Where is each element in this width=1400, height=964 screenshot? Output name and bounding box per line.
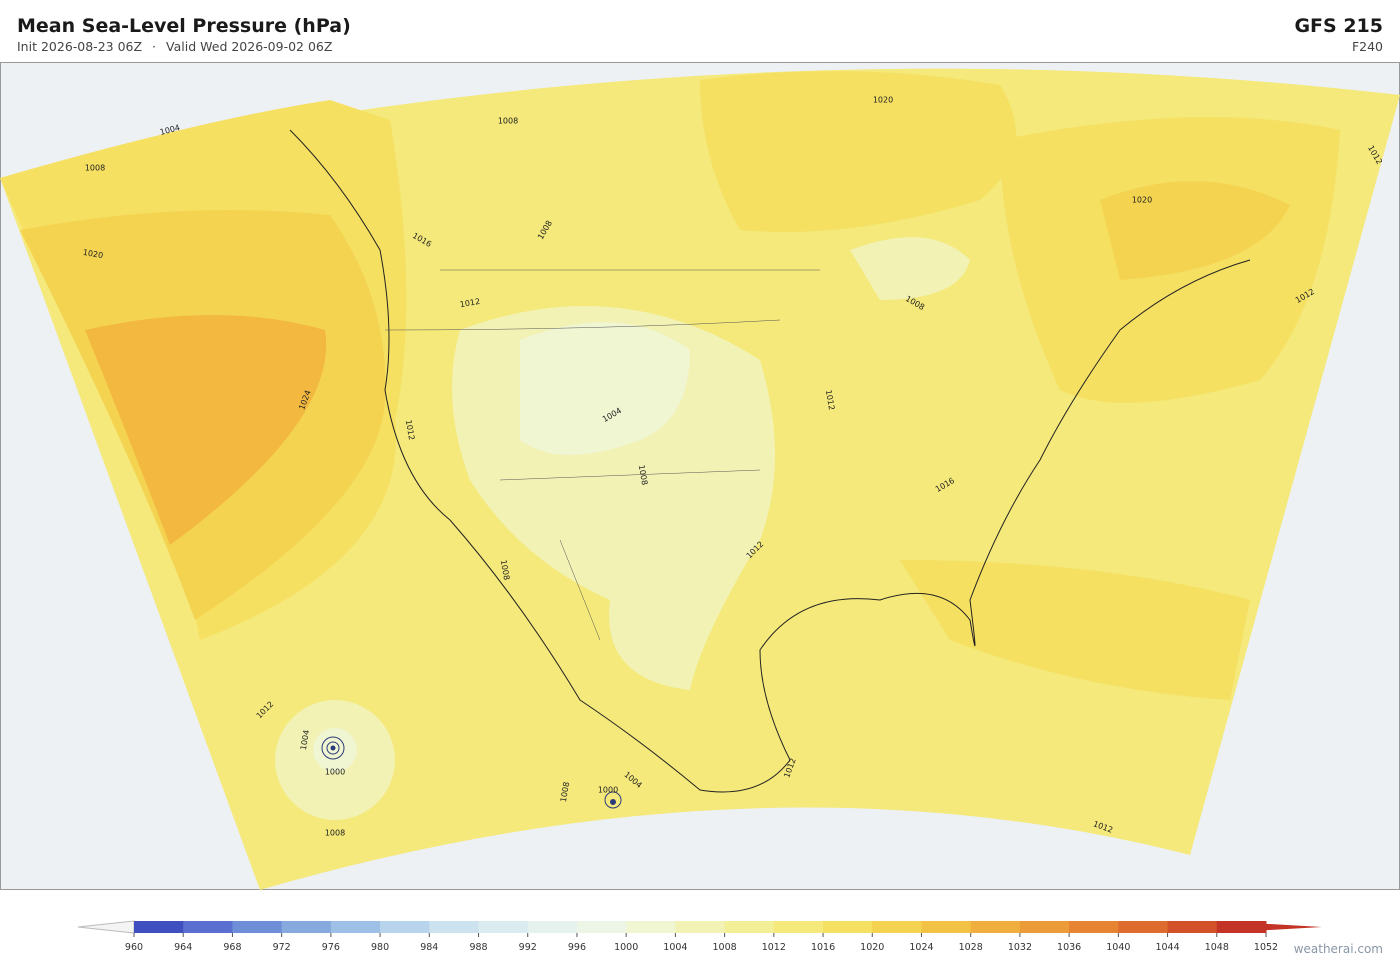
contour-label: 1008 xyxy=(85,164,105,173)
colorbar-label: 1012 xyxy=(762,942,786,953)
colorbar-segment xyxy=(134,921,184,933)
colorbar-label: 992 xyxy=(519,942,537,953)
valid-time: Valid Wed 2026-09-02 06Z xyxy=(166,39,333,54)
borders xyxy=(384,269,820,641)
hurricane-eye xyxy=(330,745,336,751)
contour-label: 1020 xyxy=(1132,196,1152,205)
contour-label: 1008 xyxy=(559,781,571,803)
colorbar-segment xyxy=(1216,921,1267,933)
contour-label: 1004 xyxy=(299,729,311,751)
contour-label: 1000 xyxy=(325,768,345,777)
colorbar-label: 976 xyxy=(322,942,340,953)
colorbar-segment xyxy=(773,921,824,933)
colorbar-segment xyxy=(478,921,529,933)
colorbar-segment xyxy=(527,921,578,933)
colorbar-label: 1048 xyxy=(1205,942,1229,953)
contour-label: 1008 xyxy=(498,117,518,126)
colorbar-segment xyxy=(1019,921,1070,933)
contour-label: 1012 xyxy=(404,419,416,441)
colorbar-label: 1020 xyxy=(860,942,884,953)
watermark: weatherai.com xyxy=(1293,942,1383,956)
colorbar-segment xyxy=(823,921,873,933)
contour-label: 1020 xyxy=(82,248,104,260)
separator: · xyxy=(152,39,157,54)
contour-label: 1012 xyxy=(459,297,481,309)
colorbar-label: 996 xyxy=(568,942,586,953)
map-title: Mean Sea-Level Pressure (hPa) xyxy=(17,15,351,37)
contour-label: 1008 xyxy=(637,464,649,486)
colorbar-label: 1040 xyxy=(1106,942,1130,953)
colorbar-label: 964 xyxy=(174,942,192,953)
colorbar-label: 1008 xyxy=(713,942,737,953)
colorbar-segment xyxy=(183,921,233,933)
colorbar-label: 968 xyxy=(223,942,241,953)
hurricane-eye xyxy=(610,799,616,805)
contour-label: 1020 xyxy=(873,96,893,105)
colorbar-segment xyxy=(429,921,480,933)
colorbar-label: 1032 xyxy=(1008,942,1032,953)
colorbar-label: 1016 xyxy=(811,942,835,953)
colorbar-label: 980 xyxy=(371,942,389,953)
high-core xyxy=(1100,181,1290,280)
model-name: GFS 215 xyxy=(1294,15,1383,37)
colorbar-label: 972 xyxy=(273,942,291,953)
hurricane-ring xyxy=(321,736,345,760)
colorbar-segment xyxy=(1118,921,1169,933)
colorbar-segment xyxy=(626,921,676,933)
colorbar-segment xyxy=(380,921,430,933)
high-core xyxy=(85,315,327,545)
low-core xyxy=(520,322,690,455)
colorbar-segment xyxy=(232,921,283,933)
low-region xyxy=(850,237,970,300)
contour-label: 1012 xyxy=(824,389,836,411)
colorbar-segment xyxy=(330,921,381,933)
colorbar-segment xyxy=(1069,921,1119,933)
init-time: Init 2026-08-23 06Z xyxy=(17,39,143,54)
colorbar-under xyxy=(77,920,135,934)
hurricane-ring xyxy=(313,728,357,772)
hurricane-ring xyxy=(326,741,340,755)
contour-label: 1008 xyxy=(499,559,511,581)
high-region xyxy=(700,71,1016,232)
colorbar-label: 960 xyxy=(125,942,143,953)
coastline xyxy=(289,129,1251,793)
colorbar-segment xyxy=(872,921,922,933)
colorbar-label: 1036 xyxy=(1057,942,1081,953)
hurricane-ring xyxy=(604,791,622,809)
contour-label: 1008 xyxy=(325,829,345,838)
colorbar-label: 984 xyxy=(420,942,438,953)
colorbar-label: 1004 xyxy=(663,942,687,953)
colorbar-segment xyxy=(1167,921,1218,933)
forecast-hour: F240 xyxy=(1351,39,1383,54)
colorbar-label: 988 xyxy=(469,942,487,953)
map-subtitle: Init 2026-08-23 06Z · Valid Wed 2026-09-02… xyxy=(17,39,332,54)
colorbar-segment xyxy=(724,921,775,933)
colorbar-label: 1052 xyxy=(1254,942,1278,953)
contour-label: 1000 xyxy=(598,786,618,795)
colorbar-segment xyxy=(576,921,627,933)
colorbar-segment xyxy=(675,921,726,933)
high-region xyxy=(900,560,1250,700)
colorbar-segment xyxy=(970,921,1021,933)
colorbar-label: 1028 xyxy=(959,942,983,953)
colorbar-label: 1024 xyxy=(909,942,933,953)
colorbar-label: 1044 xyxy=(1155,942,1179,953)
colorbar-label: 1000 xyxy=(614,942,638,953)
colorbar-segment xyxy=(281,921,332,933)
colorbar-segment xyxy=(921,921,972,933)
